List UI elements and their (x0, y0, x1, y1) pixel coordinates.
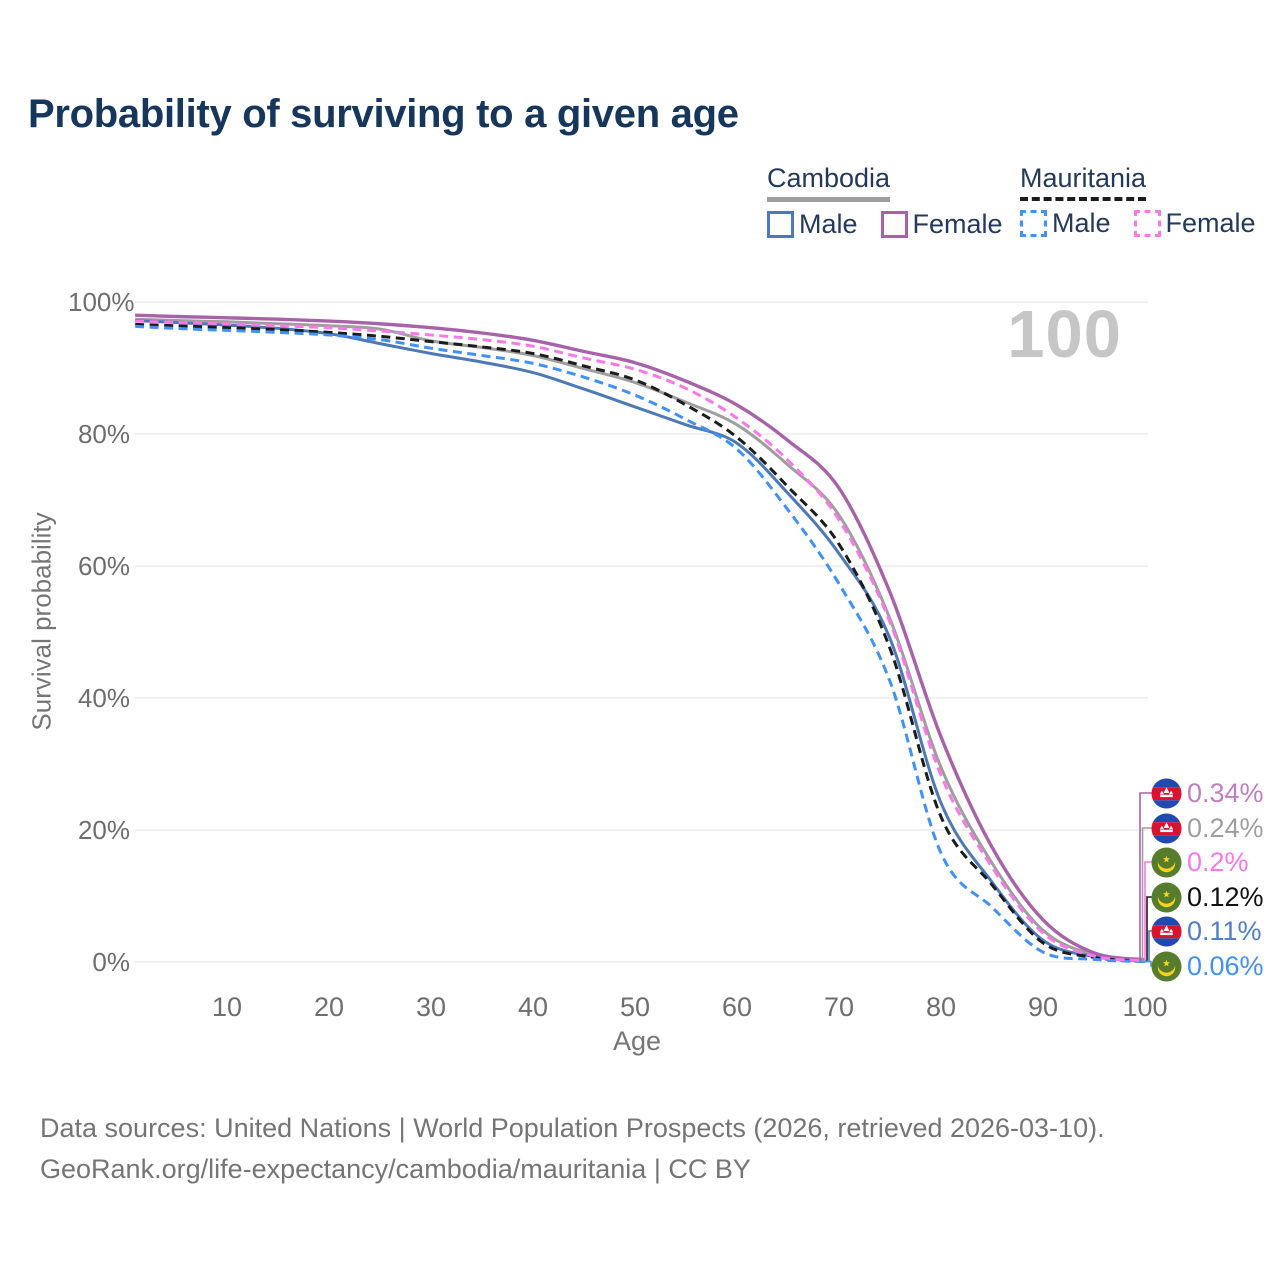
page-title: Probability of surviving to a given age (28, 92, 739, 136)
attribution-text: GeoRank.org/life-expectancy/cambodia/mau… (40, 1154, 751, 1184)
end-label-mauritania_female: 0.2% (1151, 846, 1249, 878)
cambodia-male-swatch (767, 211, 794, 238)
end-label-cambodia_total: 0.24% (1151, 812, 1264, 844)
x-axis-title: Age (612, 1026, 662, 1056)
end-label-cambodia_female: 0.34% (1151, 777, 1264, 809)
line-mauritania_total[interactable] (135, 322, 1146, 963)
mauritania-flag-icon (1151, 846, 1182, 878)
y-tick-label: 40% (77, 683, 130, 713)
end-label-value: 0.06% (1187, 950, 1264, 981)
x-tick-label: 40 (517, 992, 549, 1022)
x-tick-label: 80 (925, 992, 957, 1022)
x-tick-label: 100 (1122, 992, 1168, 1022)
line-cambodia_male[interactable] (135, 319, 1146, 963)
line-mauritania_male[interactable] (135, 324, 1146, 964)
end-label-cambodia_male: 0.11% (1151, 915, 1262, 947)
mauritania-flag-icon (1151, 881, 1182, 913)
data-sources-text: Data sources: United Nations | World Pop… (40, 1113, 1105, 1143)
legend-item-mauritania-male[interactable]: Male (1020, 208, 1111, 239)
mauritania-female-swatch (1133, 210, 1161, 237)
legend-country-cambodia: Cambodia (767, 163, 891, 202)
y-tick-label: 100% (68, 287, 135, 317)
line-cambodia_total[interactable] (135, 317, 1146, 962)
age-counter-watermark: 100 (1007, 297, 1122, 372)
end-label-connector (1144, 861, 1154, 961)
legend-country-mauritania: Mauritania (1020, 163, 1147, 201)
end-label-value: 0.34% (1187, 777, 1264, 808)
x-tick-label: 20 (313, 992, 345, 1022)
legend-label-mauritania-female: Female (1165, 208, 1256, 238)
x-tick-label: 70 (823, 992, 855, 1022)
cambodia-flag-icon (1151, 915, 1182, 947)
legend-item-cambodia-female[interactable]: Female (880, 209, 1003, 240)
end-label-mauritania_total: 0.12% (1151, 881, 1264, 913)
y-tick-label: 20% (77, 815, 130, 845)
cambodia-female-swatch (880, 211, 908, 238)
end-label-value: 0.2% (1187, 846, 1249, 877)
end-label-value: 0.12% (1187, 881, 1264, 912)
x-tick-label: 10 (211, 992, 243, 1022)
legend-label-cambodia-female: Female (912, 209, 1003, 239)
y-tick-label: 80% (77, 419, 130, 449)
y-tick-label: 0% (92, 947, 130, 977)
line-mauritania_female[interactable] (135, 319, 1146, 963)
cambodia-flag-icon (1151, 777, 1182, 809)
legend-group-mauritania: Mauritania Male Female (1020, 163, 1256, 239)
mauritania-flag-icon (1151, 950, 1182, 982)
x-tick-label: 90 (1027, 992, 1059, 1022)
y-axis-title: Survival probability (26, 512, 57, 731)
legend-item-cambodia-male[interactable]: Male (767, 209, 858, 240)
legend-item-mauritania-female[interactable]: Female (1133, 208, 1256, 239)
x-tick-label: 50 (619, 992, 651, 1022)
legend-label-cambodia-male: Male (799, 209, 858, 239)
cambodia-flag-icon (1151, 812, 1182, 844)
y-tick-label: 60% (77, 551, 130, 581)
end-label-mauritania_male: 0.06% (1151, 950, 1264, 982)
footer: Data sources: United Nations | World Pop… (40, 1108, 1105, 1190)
mauritania-male-swatch (1020, 210, 1047, 237)
end-label-value: 0.11% (1187, 915, 1262, 946)
end-label-value: 0.24% (1187, 812, 1264, 843)
legend-label-mauritania-male: Male (1052, 208, 1111, 238)
end-label-connector (1141, 827, 1154, 962)
line-cambodia_female[interactable] (135, 313, 1146, 962)
x-tick-label: 30 (415, 992, 447, 1022)
x-tick-label: 60 (721, 992, 753, 1022)
legend-group-cambodia: Cambodia Male Female (767, 163, 1003, 240)
